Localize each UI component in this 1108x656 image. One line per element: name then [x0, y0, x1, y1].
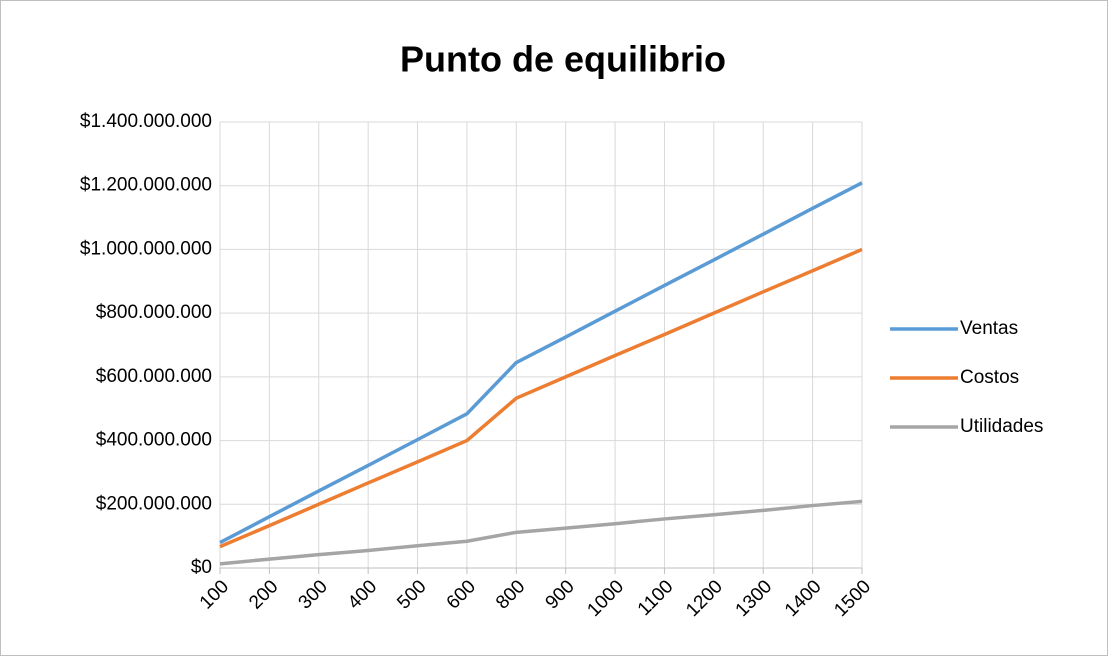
y-tick-label: $200.000.000 [96, 493, 212, 514]
y-tick-label: $800.000.000 [96, 302, 212, 323]
legend-label: Utilidades [960, 416, 1043, 437]
chart-title: Punto de equilibrio [400, 39, 726, 80]
y-tick-label: $1.400.000.000 [80, 111, 212, 132]
y-tick-label: $600.000.000 [96, 366, 212, 387]
y-tick-label: $400.000.000 [96, 430, 212, 451]
line-series [219, 499, 863, 566]
line-series [219, 181, 863, 545]
line-series [219, 247, 863, 549]
y-tick-label: $1.200.000.000 [80, 175, 212, 196]
y-tick-label: $0 [191, 557, 212, 578]
legend-label: Ventas [960, 318, 1018, 339]
legend-label: Costos [960, 367, 1019, 388]
y-tick-label: $1.000.000.000 [80, 238, 212, 259]
